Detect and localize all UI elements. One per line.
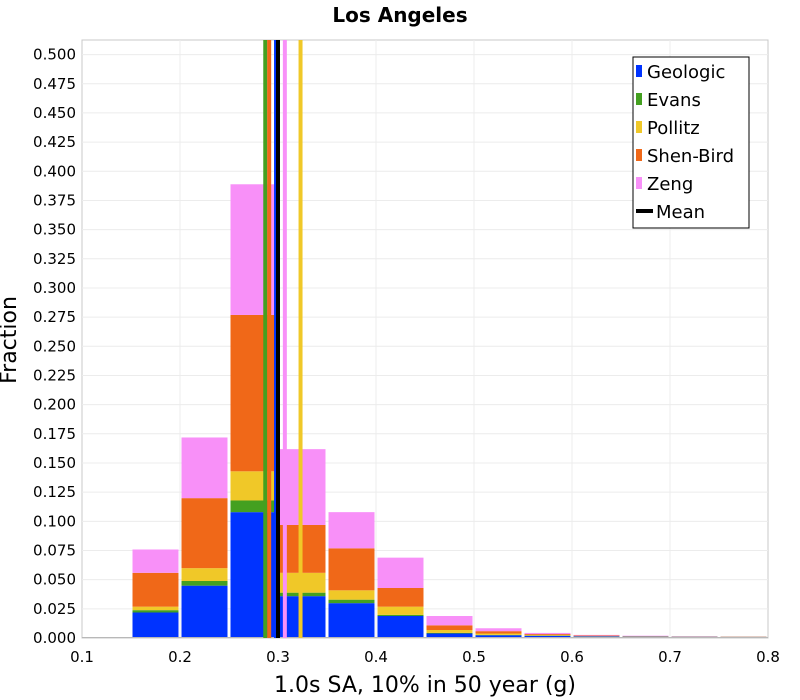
x-tick-label: 0.5 [462, 648, 486, 666]
y-tick-label: 0.400 [33, 162, 76, 180]
x-tick-label: 0.6 [560, 648, 584, 666]
bar-zeng [377, 557, 424, 588]
y-tick-label: 0.325 [33, 250, 76, 268]
legend-box [632, 56, 750, 229]
y-tick-label: 0.000 [33, 629, 76, 647]
y-tick-label: 0.150 [33, 454, 76, 472]
bar-zeng [132, 549, 179, 573]
legend-swatch-evans [636, 93, 642, 105]
bar-geologic [524, 635, 571, 637]
y-tick-label: 0.300 [33, 279, 76, 297]
y-tick-label: 0.250 [33, 337, 76, 355]
bar-evans [377, 614, 424, 616]
bar-zeng [181, 437, 228, 499]
y-tick-label: 0.025 [33, 600, 76, 618]
legend-label-geologic: Geologic [647, 62, 725, 83]
bar-pollitz [181, 568, 228, 581]
y-tick-label: 0.125 [33, 483, 76, 501]
mean-lines-layer [263, 40, 303, 638]
bar-geologic [132, 612, 179, 637]
bar-evans [426, 632, 473, 634]
bar-zeng [524, 632, 571, 635]
bar-zeng [328, 512, 375, 549]
legend-swatch-shen-bird [636, 149, 642, 161]
bar-pollitz [377, 606, 424, 615]
bar-pollitz [475, 633, 522, 635]
legend-label-evans: Evans [647, 90, 701, 111]
bar-evans [181, 580, 228, 586]
bar-pollitz [328, 590, 375, 600]
bar-pollitz [524, 635, 571, 636]
y-axis-label: Fraction [0, 296, 22, 384]
bar-pollitz [132, 606, 179, 611]
chart-title: Los Angeles [332, 3, 467, 27]
bar-zeng [573, 634, 620, 636]
x-axis-label: 1.0s SA, 10% in 50 year (g) [274, 673, 576, 698]
bar-zeng [475, 628, 522, 632]
bar-shen-bird [328, 548, 375, 591]
x-tick-label: 0.4 [364, 648, 388, 666]
y-tick-label: 0.500 [33, 46, 76, 64]
grid-lines [82, 40, 768, 638]
bar-geologic [426, 633, 473, 637]
legend-label-shen-bird: Shen-Bird [647, 146, 734, 167]
y-tick-label: 0.050 [33, 571, 76, 589]
bar-evans [230, 500, 277, 513]
y-tick-label: 0.225 [33, 366, 76, 384]
bar-geologic [475, 635, 522, 637]
bar-shen-bird [475, 631, 522, 634]
legend-swatch-geologic [636, 65, 642, 77]
y-tick-label: 0.075 [33, 541, 76, 559]
bar-evans [328, 599, 375, 604]
bar-zeng [426, 615, 473, 626]
bar-geologic [328, 603, 375, 637]
bar-evans [132, 610, 179, 613]
x-tick-labels: 0.1 0.2 0.3 0.4 0.5 0.6 0.7 0.8 [70, 648, 780, 666]
y-tick-label: 0.275 [33, 308, 76, 326]
y-tick-label: 0.425 [33, 133, 76, 151]
legend-swatch-pollitz [636, 121, 642, 133]
x-tick-label: 0.1 [70, 648, 94, 666]
y-tick-label: 0.475 [33, 75, 76, 93]
bar-shen-bird [132, 572, 179, 607]
legend-label-zeng: Zeng [647, 174, 693, 195]
x-tick-label: 0.7 [658, 648, 682, 666]
legend-swatch-zeng [636, 177, 642, 189]
bar-shen-bird [377, 587, 424, 607]
bar-geologic [377, 615, 424, 637]
y-tick-label: 0.100 [33, 512, 76, 530]
x-tick-label: 0.8 [756, 648, 780, 666]
x-tick-label: 0.2 [168, 648, 192, 666]
y-tick-labels: 0.000 0.025 0.050 0.075 0.100 0.125 0.150 0.175… [33, 46, 76, 647]
legend: Geologic Evans Pollitz Shen-Bird Zeng Mean [632, 56, 750, 229]
x-tick-label: 0.3 [266, 648, 290, 666]
bar-pollitz [426, 629, 473, 633]
bar-geologic [181, 585, 228, 637]
y-tick-label: 0.175 [33, 425, 76, 443]
bars-layer [82, 184, 768, 638]
legend-label-mean: Mean [656, 202, 705, 223]
y-tick-label: 0.350 [33, 221, 76, 239]
legend-label-pollitz: Pollitz [647, 118, 700, 139]
y-tick-label: 0.450 [33, 104, 76, 122]
bar-shen-bird [524, 634, 571, 636]
y-tick-label: 0.200 [33, 396, 76, 414]
y-tick-label: 0.375 [33, 191, 76, 209]
bar-geologic [573, 636, 620, 637]
bar-shen-bird [181, 498, 228, 569]
bar-shen-bird [426, 625, 473, 630]
